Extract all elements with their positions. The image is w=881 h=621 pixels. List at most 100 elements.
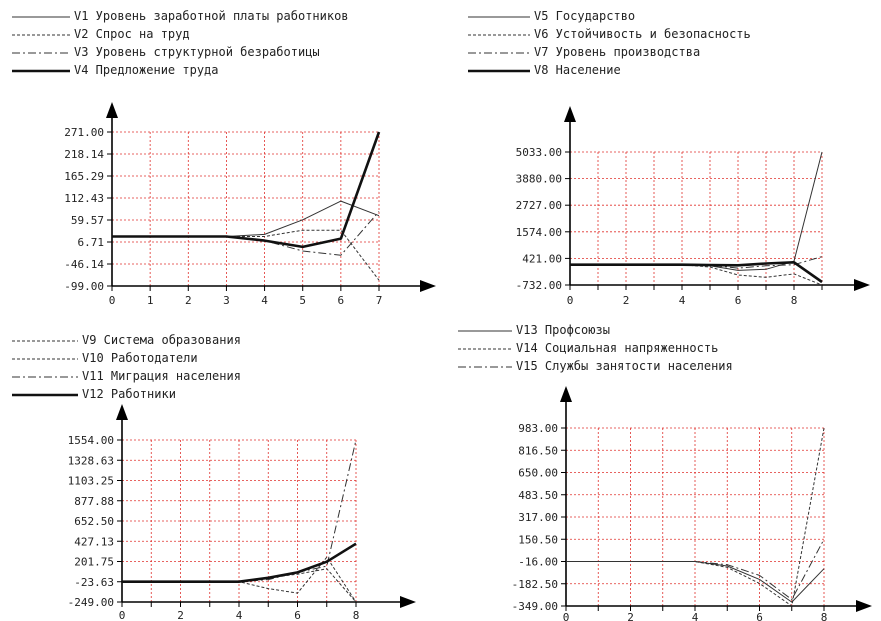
x-tick-label: 7 — [376, 294, 383, 307]
legend-entry: V9 Система образования — [12, 332, 241, 348]
y-axis-arrow — [564, 106, 576, 122]
x-tick-label: 0 — [119, 609, 126, 621]
legend-swatch — [468, 52, 530, 53]
legend-label: V7 Уровень производства — [534, 45, 701, 59]
y-axis-arrow — [106, 102, 118, 118]
y-tick-label: 2727.00 — [516, 199, 562, 212]
legend-label: V13 Профсоюзы — [516, 323, 610, 337]
x-tick-label: 0 — [109, 294, 116, 307]
legend-entry: V1 Уровень заработной платы работников — [12, 8, 349, 24]
legend-label: V1 Уровень заработной платы работников — [74, 9, 349, 23]
y-tick-label: 483.50 — [518, 489, 558, 502]
legend-entry: V8 Население — [468, 62, 621, 78]
y-tick-label: 421.00 — [522, 252, 562, 265]
y-tick-label: -99.00 — [64, 280, 104, 293]
x-tick-label: 4 — [692, 611, 699, 621]
legend-swatch — [12, 340, 78, 341]
y-axis-arrow — [560, 386, 572, 402]
y-tick-label: 59.57 — [71, 214, 104, 227]
x-tick-label: 8 — [821, 611, 828, 621]
y-tick-label: 218.14 — [64, 148, 104, 161]
x-tick-label: 2 — [627, 611, 634, 621]
legend-swatch — [12, 393, 78, 396]
legend-entry: V6 Устойчивость и безопасность — [468, 26, 751, 42]
legend-swatch — [458, 330, 512, 331]
x-tick-label: 4 — [679, 294, 686, 307]
legend-entry: V14 Социальная напряженность — [458, 340, 718, 356]
x-tick-label: 0 — [563, 611, 570, 621]
legend-entry: V5 Государство — [468, 8, 635, 24]
legend-label: V14 Социальная напряженность — [516, 341, 719, 355]
legend-swatch — [12, 358, 78, 359]
y-tick-label: 652.50 — [74, 515, 114, 528]
x-tick-label: 6 — [756, 611, 763, 621]
x-tick-label: 2 — [623, 294, 630, 307]
legend-entry: V4 Предложение труда — [12, 62, 219, 78]
legend-entry: V15 Службы занятости населения — [458, 358, 733, 374]
series-line-3 — [566, 539, 825, 600]
x-tick-label: 2 — [177, 609, 184, 621]
legend-swatch — [12, 69, 70, 72]
y-tick-label: 271.00 — [64, 126, 104, 139]
y-tick-label: 112.43 — [64, 192, 104, 205]
y-tick-label: 5033.00 — [516, 146, 562, 159]
legend-swatch — [468, 69, 530, 72]
legend-swatch — [458, 348, 512, 349]
y-tick-label: 150.50 — [518, 533, 558, 546]
legend-entry: V3 Уровень структурной безработицы — [12, 44, 320, 60]
legend-label: V12 Работники — [82, 387, 176, 401]
x-tick-label: 4 — [261, 294, 268, 307]
series-line-3 — [570, 256, 823, 269]
y-tick-label: -182.50 — [512, 578, 558, 591]
y-tick-label: -349.00 — [512, 600, 558, 613]
legend-swatch — [468, 16, 530, 17]
legend-swatch — [458, 366, 512, 367]
x-tick-label: 6 — [735, 294, 742, 307]
x-axis-arrow — [420, 280, 436, 292]
x-tick-label: 4 — [236, 609, 243, 621]
x-tick-label: 2 — [185, 294, 192, 307]
y-tick-label: 650.00 — [518, 467, 558, 480]
x-tick-label: 8 — [791, 294, 798, 307]
series-line-4 — [112, 131, 381, 249]
x-tick-label: 6 — [338, 294, 345, 307]
legend-label: V4 Предложение труда — [74, 63, 219, 77]
x-tick-label: 6 — [294, 609, 301, 621]
y-tick-label: 3880.00 — [516, 173, 562, 186]
x-axis-arrow — [854, 279, 870, 291]
legend-label: V11 Миграция населения — [82, 369, 241, 383]
y-tick-label: 201.75 — [74, 556, 114, 569]
x-axis-arrow — [400, 596, 416, 608]
series-line-4 — [570, 260, 823, 284]
y-tick-label: -249.00 — [68, 596, 114, 609]
legend-entry: V13 Профсоюзы — [458, 322, 610, 338]
legend-entry: V2 Спрос на труд — [12, 26, 190, 42]
x-axis-arrow — [856, 600, 872, 612]
legend-swatch — [468, 34, 530, 35]
x-tick-label: 3 — [223, 294, 230, 307]
y-tick-label: 1554.00 — [68, 434, 114, 447]
y-tick-label: -732.00 — [516, 279, 562, 292]
y-tick-label: 317.00 — [518, 511, 558, 524]
legend-label: V2 Спрос на труд — [74, 27, 190, 41]
x-tick-label: 1 — [147, 294, 154, 307]
series-line-4 — [122, 542, 357, 584]
legend-swatch — [12, 52, 70, 53]
y-tick-label: 1328.63 — [68, 454, 114, 467]
legend-label: V5 Государство — [534, 9, 636, 23]
y-tick-label: 427.13 — [74, 535, 114, 548]
legend-swatch — [12, 16, 70, 17]
y-tick-label: -23.63 — [74, 576, 114, 589]
y-tick-label: 877.88 — [74, 495, 114, 508]
legend-label: V10 Работодатели — [82, 351, 198, 365]
legend-label: V3 Уровень структурной безработицы — [74, 45, 320, 59]
legend-label: V9 Система образования — [82, 333, 241, 347]
y-tick-label: 1103.25 — [68, 475, 114, 488]
legend-swatch — [12, 376, 78, 377]
legend-entry: V11 Миграция населения — [12, 368, 241, 384]
legend-label: V15 Службы занятости населения — [516, 359, 733, 373]
